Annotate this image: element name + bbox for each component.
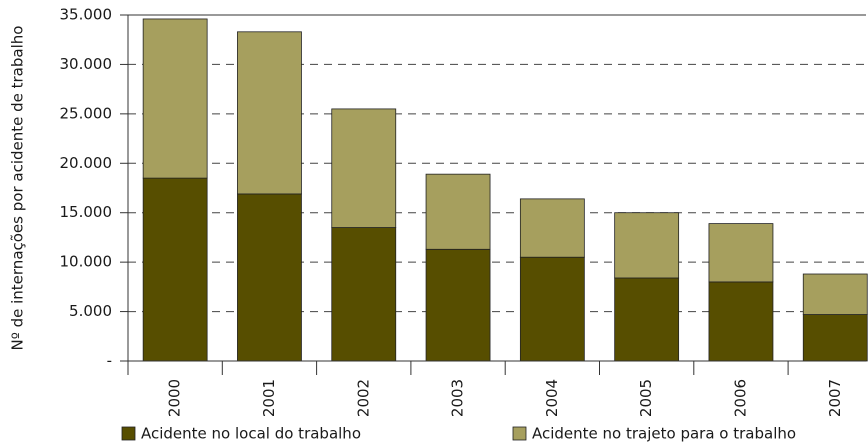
y-tick-label: 35.000: [60, 6, 113, 24]
bar-segment: [425, 248, 491, 362]
bar-segment: [237, 31, 302, 195]
x-tick-label: 2004: [543, 379, 561, 417]
bar-segment: [331, 108, 397, 228]
y-tick-label: -: [107, 352, 112, 370]
x-tick-label: 2000: [166, 379, 184, 417]
x-tick-label: 2006: [731, 379, 749, 417]
bar-segment: [519, 198, 585, 258]
legend-label: Acidente no local do trabalho: [141, 425, 361, 443]
y-tick-label: 5.000: [69, 302, 112, 320]
bar-segment: [802, 314, 868, 362]
x-tick-label: 2005: [637, 379, 655, 417]
y-tick-label: 15.000: [60, 203, 113, 221]
legend-label: Acidente no trajeto para o trabalho: [532, 425, 796, 443]
legend-swatch: [512, 426, 527, 441]
bar-segment: [708, 223, 774, 283]
bar-segment: [802, 273, 868, 315]
y-axis-title: Nº de internações por acidente de trabal…: [9, 26, 27, 351]
bar-segment: [142, 18, 208, 179]
bar-segment: [614, 277, 680, 362]
x-tick-label: 2007: [826, 379, 844, 417]
bar-segment: [425, 173, 491, 250]
legend-swatch: [121, 426, 136, 441]
y-tick-label: 20.000: [60, 154, 113, 172]
bar-segment: [331, 227, 397, 362]
bar-segment: [237, 193, 302, 362]
x-tick-label: 2003: [449, 379, 467, 417]
bar-segment: [142, 177, 208, 362]
bar-segment: [708, 281, 774, 362]
y-tick-label: 10.000: [60, 253, 113, 271]
bar-segment: [519, 256, 585, 362]
x-tick-label: 2002: [354, 379, 372, 417]
y-tick-label: 25.000: [60, 104, 113, 122]
bar-segment: [614, 212, 680, 279]
y-tick-label: 30.000: [60, 55, 113, 73]
x-tick-label: 2001: [260, 379, 278, 417]
